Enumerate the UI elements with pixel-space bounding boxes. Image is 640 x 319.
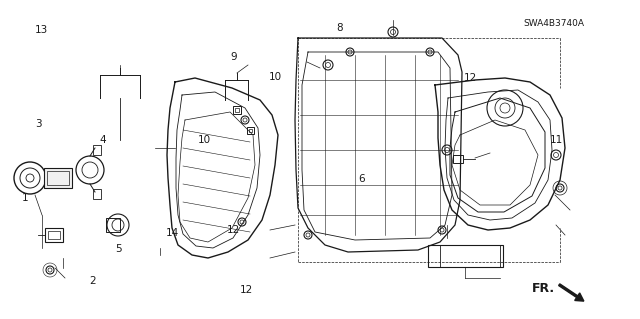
- Bar: [93, 145, 101, 155]
- Bar: [453, 155, 463, 163]
- Bar: [48, 231, 60, 239]
- FancyArrow shape: [559, 284, 584, 301]
- Text: 11: 11: [550, 135, 563, 145]
- Bar: [233, 106, 241, 114]
- Text: 6: 6: [358, 174, 365, 184]
- Bar: [47, 171, 69, 185]
- Bar: [93, 189, 101, 199]
- Text: 12: 12: [227, 225, 240, 235]
- Text: 4: 4: [99, 135, 106, 145]
- Text: 12: 12: [464, 73, 477, 83]
- Text: SWA4B3740A: SWA4B3740A: [523, 19, 584, 28]
- Text: 10: 10: [198, 135, 211, 145]
- Text: 10: 10: [269, 71, 282, 82]
- Text: 5: 5: [115, 244, 122, 254]
- Text: FR.: FR.: [532, 282, 556, 295]
- Text: 2: 2: [90, 276, 96, 286]
- Text: 12: 12: [240, 285, 253, 295]
- Bar: [106, 218, 120, 232]
- Bar: [428, 245, 503, 267]
- Text: 14: 14: [166, 228, 179, 238]
- Text: 9: 9: [230, 52, 237, 63]
- Bar: [235, 108, 239, 112]
- Bar: [249, 129, 252, 132]
- Text: 3: 3: [35, 119, 42, 130]
- Bar: [45, 228, 63, 242]
- Text: 1: 1: [22, 193, 29, 203]
- Bar: [44, 168, 72, 188]
- Bar: [247, 127, 254, 134]
- Text: 8: 8: [336, 23, 342, 33]
- Text: 13: 13: [35, 25, 48, 35]
